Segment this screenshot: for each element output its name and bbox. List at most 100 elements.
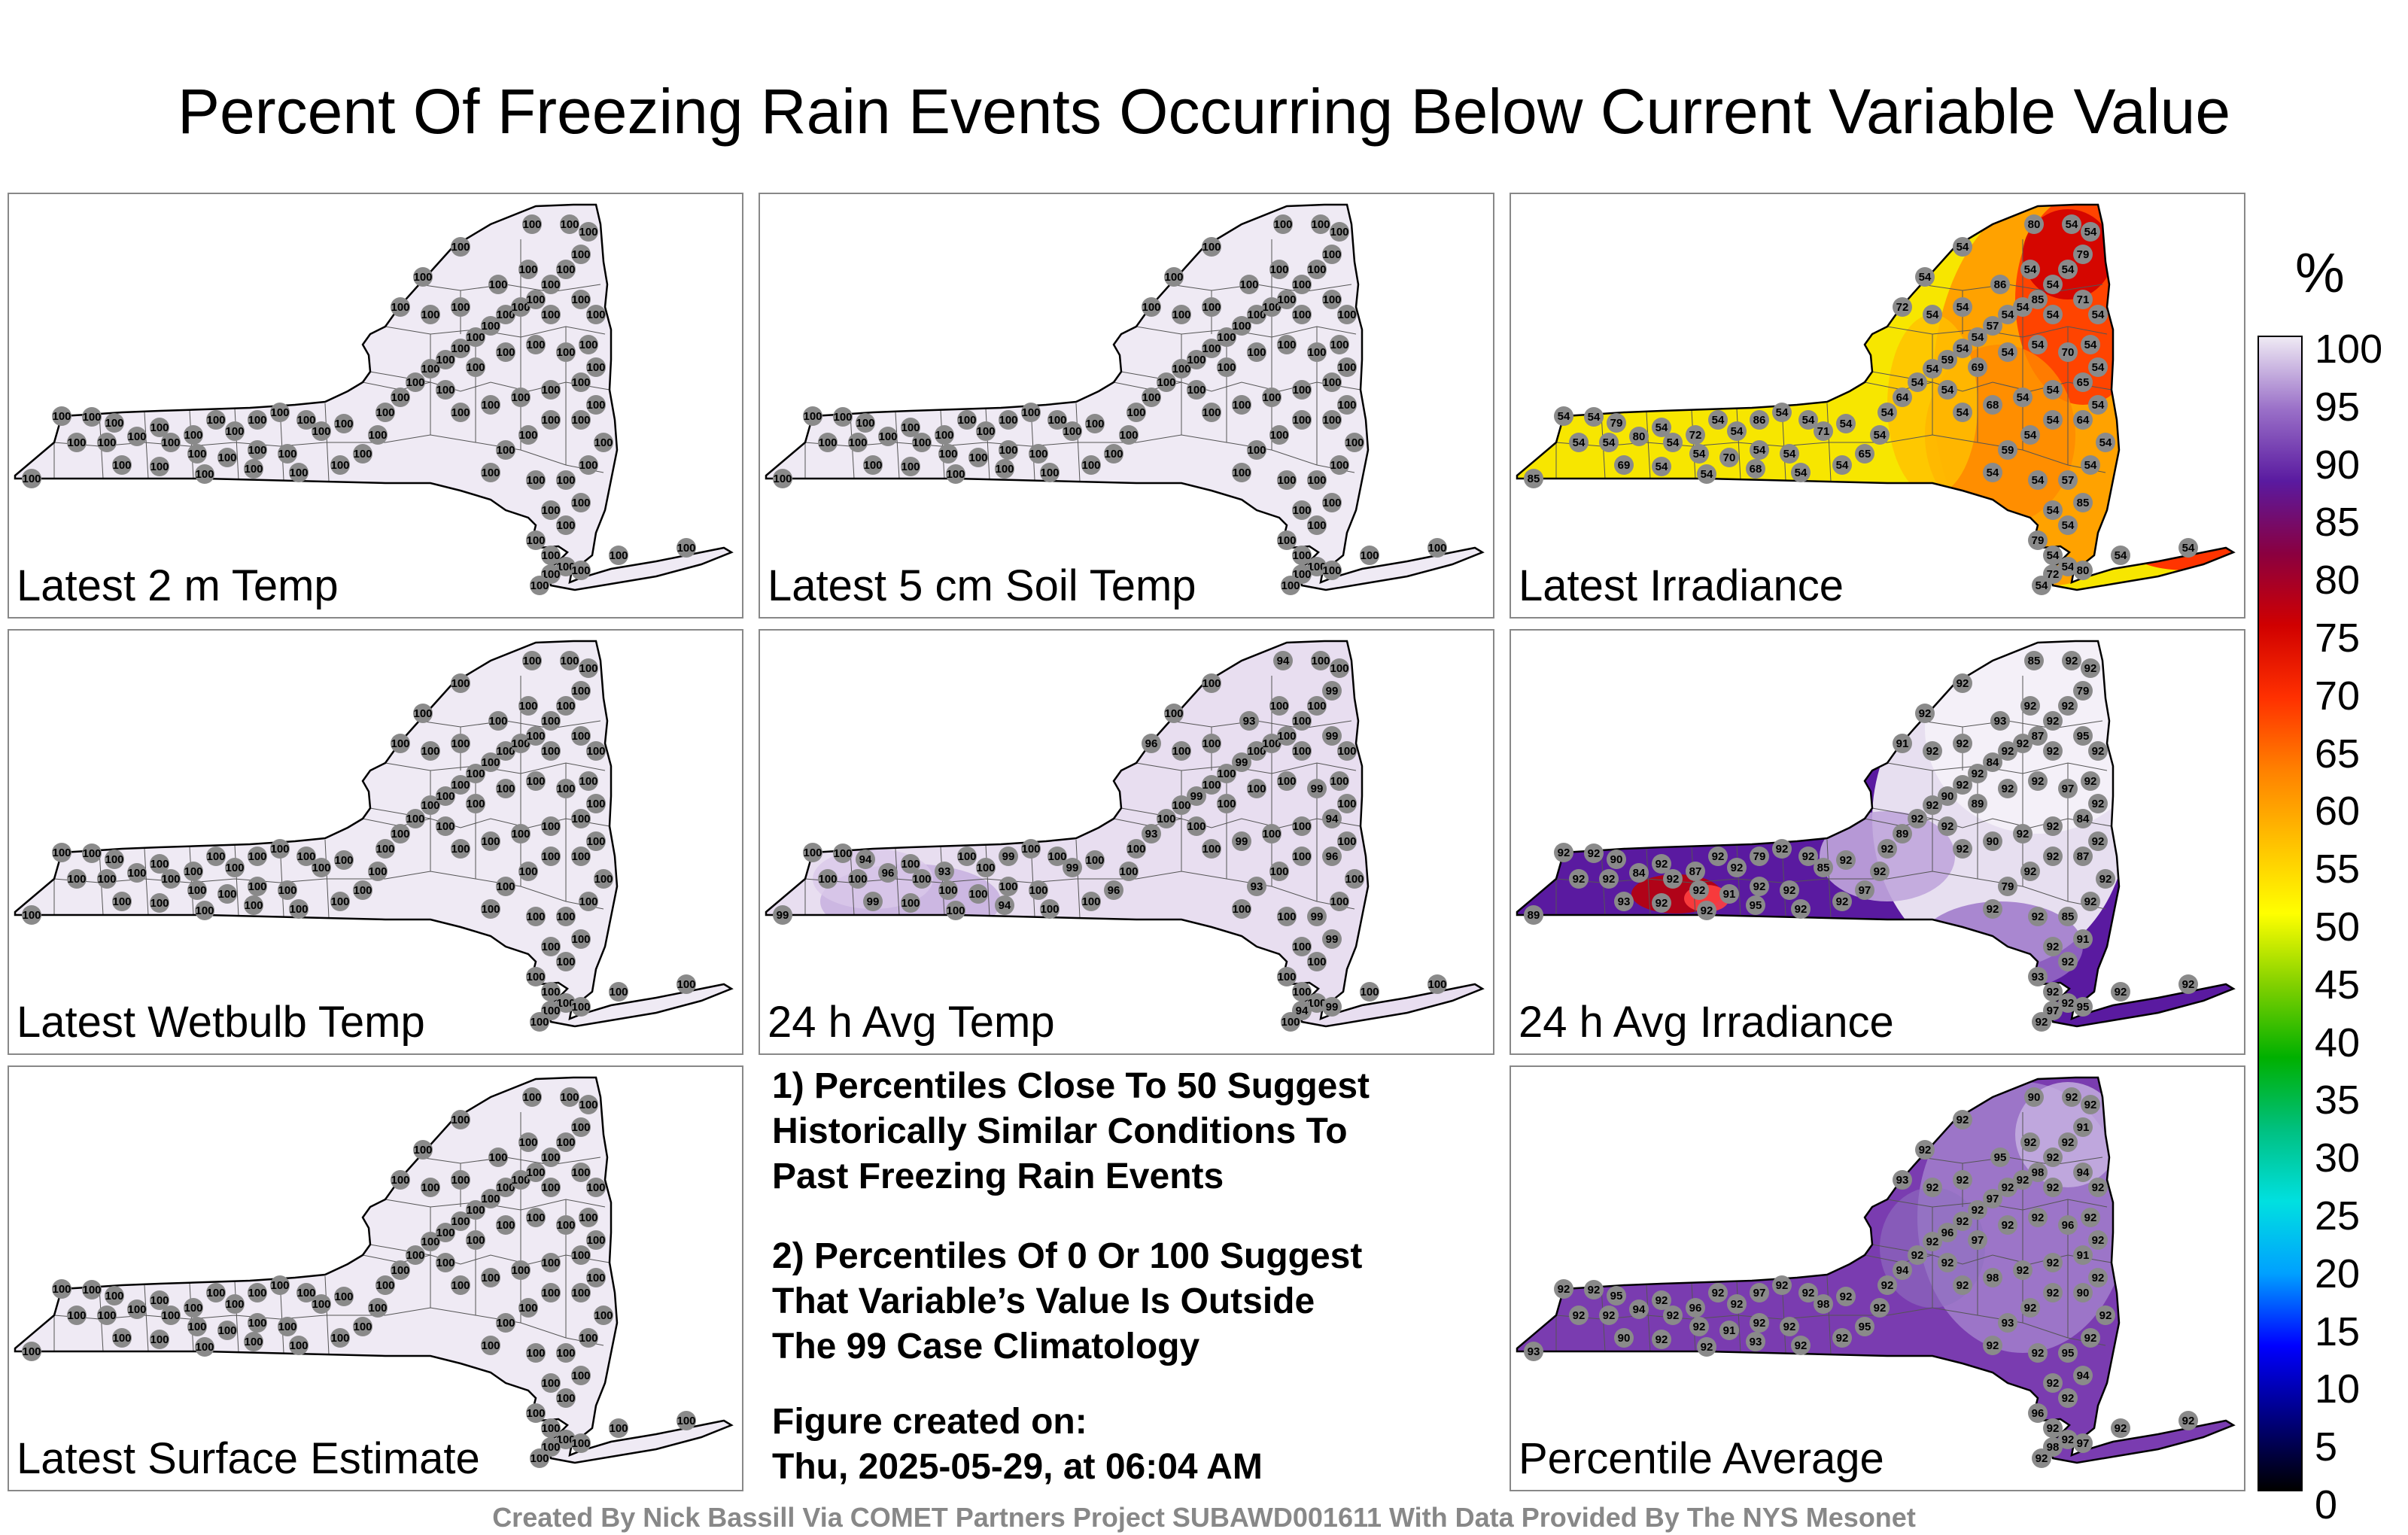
station-value: 100 (1202, 737, 1221, 750)
station-dot (2081, 892, 2100, 911)
station-value: 93 (1145, 828, 1158, 840)
station-dot (594, 869, 613, 889)
station-dot (2058, 515, 2078, 535)
station-dot (1855, 444, 1874, 464)
station-dot (1307, 993, 1327, 1013)
station-marker: 92 (1697, 901, 1716, 920)
station-dot (579, 658, 598, 678)
station-value: 100 (248, 414, 266, 427)
station-value: 54 (1972, 331, 1984, 344)
station-marker: 96 (1938, 1223, 1957, 1242)
station-marker: 100 (1202, 775, 1221, 795)
station-value: 97 (1972, 1234, 1984, 1247)
station-marker: 100 (1277, 335, 1297, 354)
station-dot (2024, 651, 2044, 670)
station-marker: 100 (451, 839, 470, 859)
station-marker: 100 (579, 455, 598, 475)
station-marker: 100 (161, 433, 181, 452)
station-value: 100 (912, 873, 931, 886)
county-line (1136, 326, 1357, 338)
station-value: 100 (481, 1339, 500, 1352)
station-dot (518, 260, 538, 279)
station-dot (496, 440, 515, 460)
station-value: 100 (1187, 354, 1206, 366)
station-value: 59 (2002, 444, 2014, 457)
station-marker: 100 (912, 869, 932, 889)
station-value: 100 (522, 218, 541, 231)
station-dot (1330, 222, 1349, 242)
station-value: 92 (1972, 1204, 1984, 1217)
station-value: 92 (1603, 1309, 1616, 1322)
station-marker: 100 (488, 1147, 508, 1167)
station-value: 100 (1281, 1016, 1300, 1029)
station-marker: 100 (1322, 493, 1342, 512)
station-dot (2088, 1268, 2108, 1287)
station-marker: 100 (938, 880, 958, 900)
station-marker: 100 (278, 444, 297, 464)
station-marker: 100 (803, 406, 822, 426)
station-value: 100 (375, 406, 394, 419)
station-value: 100 (901, 897, 920, 910)
station-marker: 92 (1791, 1336, 1811, 1355)
station-value: 79 (2032, 534, 2045, 547)
station-value: 92 (1926, 1181, 1939, 1194)
station-value: 72 (2047, 568, 2060, 581)
state-outline (14, 203, 734, 591)
station-dot (2058, 557, 2078, 576)
station-marker: 100 (1307, 696, 1327, 716)
station-dot (481, 1189, 500, 1208)
station-value: 92 (2182, 978, 2195, 991)
station-dot (1322, 372, 1342, 392)
station-dot (225, 421, 245, 441)
station-marker: 100 (901, 457, 920, 476)
station-marker: 100 (22, 469, 41, 488)
station-dot (1277, 726, 1297, 746)
station-value: 100 (481, 835, 500, 848)
station-value: 100 (225, 862, 244, 874)
station-value: 100 (451, 342, 470, 355)
colorbar-tick-label: 25 (2315, 1193, 2361, 1239)
station-value: 100 (1322, 497, 1341, 509)
station-marker: 100 (541, 500, 561, 520)
station-value: 100 (1126, 406, 1145, 419)
station-dot (1232, 463, 1251, 482)
station-dot (1983, 395, 2002, 415)
station-value: 100 (556, 561, 575, 573)
station-value: 100 (451, 1215, 470, 1228)
station-dot (1746, 459, 1765, 479)
station-dot (391, 388, 410, 407)
station-dot (481, 316, 500, 336)
station-value: 100 (1337, 835, 1356, 848)
station-value: 100 (1232, 903, 1251, 916)
station-dot (2073, 410, 2093, 430)
station-value: 100 (312, 425, 330, 438)
station-dot (451, 297, 470, 317)
station-dot (2043, 816, 2063, 836)
station-dot (466, 794, 485, 813)
station-dot (571, 929, 591, 949)
station-marker: 100 (1029, 880, 1048, 900)
station-dot (571, 493, 591, 512)
station-marker: 100 (556, 342, 576, 362)
station-dot (2028, 1208, 2048, 1227)
station-value: 100 (579, 1099, 597, 1111)
station-dot (1599, 433, 1619, 452)
station-value: 92 (2084, 895, 2097, 908)
station-marker: 92 (1798, 1283, 1818, 1302)
station-value: 100 (556, 1219, 575, 1232)
station-value: 100 (1247, 346, 1266, 359)
station-value: 100 (1081, 459, 1100, 472)
station-marker: 100 (451, 1110, 470, 1129)
station-marker: 92 (1750, 877, 1769, 896)
station-marker: 92 (1870, 1298, 1890, 1318)
station-dot (1239, 711, 1259, 731)
station-marker: 100 (571, 681, 591, 701)
station-dot (184, 1298, 203, 1318)
station-marker: 100 (1202, 237, 1221, 257)
station-dot (1307, 779, 1327, 798)
station-value: 100 (541, 1257, 560, 1269)
station-dot (1584, 1280, 1604, 1299)
station-dot (541, 1147, 561, 1167)
station-dot (1427, 974, 1447, 994)
station-marker: 100 (541, 741, 561, 761)
